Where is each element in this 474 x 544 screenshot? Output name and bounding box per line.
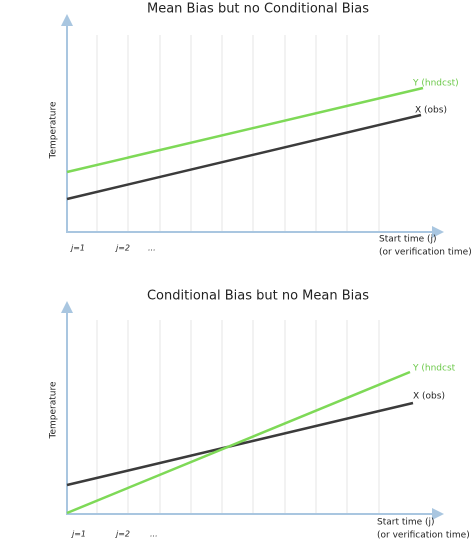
tick-label: ... <box>148 244 156 253</box>
hindcast-line <box>66 86 424 174</box>
panel-top: Mean Bias but no Conditional Bias Y (hnd… <box>49 2 472 258</box>
tick-label: j=1 <box>70 244 85 253</box>
panel-bottom: Conditional Bias but no Mean Bias Y (hnd… <box>49 289 470 541</box>
obs-line <box>66 113 422 201</box>
panel-title: Conditional Bias but no Mean Bias <box>147 289 369 304</box>
obs-line <box>66 401 414 487</box>
tick-label: ... <box>150 530 158 539</box>
series-label: X (obs) <box>415 106 447 116</box>
x-axis-label: (or verification time) <box>377 531 470 541</box>
x-axis-label: Start time (j) <box>379 235 437 245</box>
panel-title: Mean Bias but no Conditional Bias <box>147 2 369 17</box>
axes <box>61 301 444 520</box>
series-label: X (obs) <box>413 392 445 402</box>
tick-label: j=2 <box>115 530 130 539</box>
grid <box>96 320 380 514</box>
x-axis-label: Start time (j) <box>377 518 435 528</box>
grid <box>96 35 380 232</box>
hindcast-line <box>66 370 411 515</box>
tick-label: j=1 <box>71 530 86 539</box>
series-label: Y (hndcst) <box>412 79 459 89</box>
tick-label: j=2 <box>115 244 130 253</box>
y-axis-label: Temperature <box>49 101 59 159</box>
series-label: Y (hndcst <box>412 364 456 374</box>
axes <box>61 13 444 238</box>
x-axis-label: (or verification time) <box>379 248 472 258</box>
y-axis-label: Temperature <box>49 381 59 439</box>
